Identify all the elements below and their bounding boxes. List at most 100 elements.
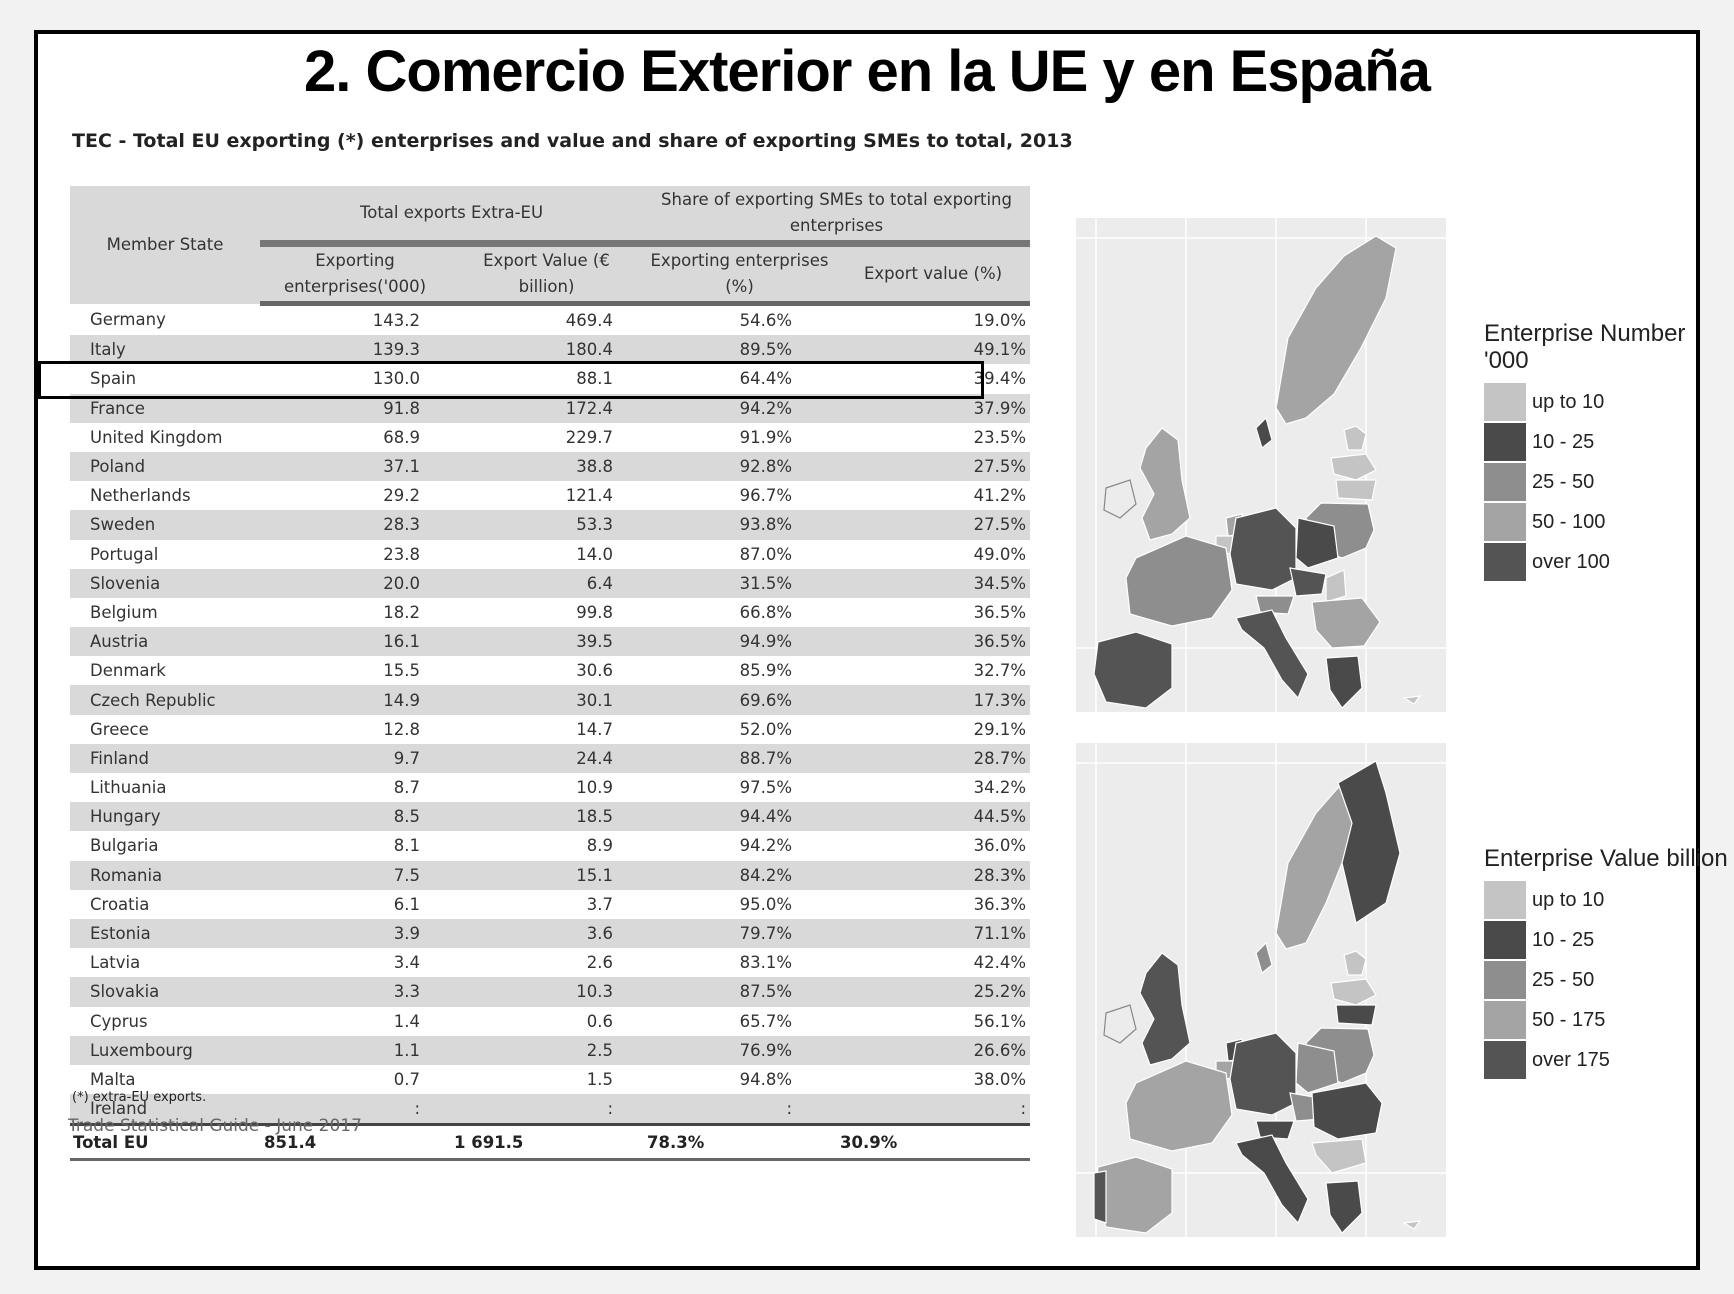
cell-exporting-enterprises: 6.1 xyxy=(260,889,450,919)
cell-exporting-enterprises: 130.0 xyxy=(260,364,450,394)
table-row: Poland 37.1 38.8 92.8% 27.5% xyxy=(70,451,1031,482)
total-row: Total EU 851.4 1 691.5 78.3% 30.9% xyxy=(70,1123,1031,1162)
legend-item: up to 10 xyxy=(1484,880,1728,920)
cell-export-value: 1.5 xyxy=(450,1064,643,1095)
legend-label: up to 10 xyxy=(1532,390,1605,413)
cell-exporting-enterprises-pct: 79.7% xyxy=(643,918,836,949)
cell-exporting-enterprises-pct: 88.7% xyxy=(643,743,836,773)
cell-exporting-enterprises: 37.1 xyxy=(260,451,450,482)
cell-export-value: 3.7 xyxy=(450,889,643,919)
header-group-sme-share: Share of exporting SMEs to total exporti… xyxy=(643,186,1031,247)
cell-export-value: 2.6 xyxy=(450,948,643,978)
cell-exporting-enterprises: 3.3 xyxy=(260,977,450,1007)
cell-member-state: Romania xyxy=(70,860,260,890)
cell-exporting-enterprises: 16.1 xyxy=(260,627,450,657)
legend-enterprise-value: Enterprise Value billion up to 10 10 - 25… xyxy=(1484,845,1728,1080)
table-footnote: (*) extra-EU exports. xyxy=(72,1090,207,1105)
cell-export-value-pct: 28.3% xyxy=(836,860,1031,890)
header-exporting-enterprises: Exporting enterprises('000) xyxy=(260,243,450,306)
table-row: Czech Republic 14.9 30.1 69.6% 17.3% xyxy=(70,685,1031,715)
cell-exporting-enterprises: 7.5 xyxy=(260,860,450,890)
cell-exporting-enterprises: 12.8 xyxy=(260,714,450,744)
legend-item: 50 - 100 xyxy=(1484,502,1734,542)
cell-export-value-pct: 44.5% xyxy=(836,802,1031,832)
legend-swatch xyxy=(1484,503,1526,541)
cell-export-value: 0.6 xyxy=(450,1006,643,1036)
cell-export-value-pct: 27.5% xyxy=(836,451,1031,482)
cell-member-state: Hungary xyxy=(70,802,260,832)
cell-exporting-enterprises: 8.7 xyxy=(260,773,450,803)
cell-member-state: Latvia xyxy=(70,948,260,978)
cell-member-state: United Kingdom xyxy=(70,422,260,452)
cell-exporting-enterprises-pct: 66.8% xyxy=(643,597,836,628)
table-row: Finland 9.7 24.4 88.7% 28.7% xyxy=(70,743,1031,773)
cell-exporting-enterprises-pct: 95.0% xyxy=(643,889,836,919)
table-row: Hungary 8.5 18.5 94.4% 44.5% xyxy=(70,802,1031,832)
table-row: Luxembourg 1.1 2.5 76.9% 26.6% xyxy=(70,1035,1031,1065)
cell-export-value: 88.1 xyxy=(450,364,643,394)
legend-swatch xyxy=(1484,463,1526,501)
cell-export-value-pct: 17.3% xyxy=(836,685,1031,715)
cell-exporting-enterprises-pct: 97.5% xyxy=(643,773,836,803)
legend-label: 25 - 50 xyxy=(1532,968,1595,991)
table-row: Greece 12.8 14.7 52.0% 29.1% xyxy=(70,714,1031,744)
cell-export-value: 15.1 xyxy=(450,860,643,890)
cell-export-value: 8.9 xyxy=(450,831,643,861)
header-exporting-enterprises-pct: Exporting enterprises (%) xyxy=(643,243,836,306)
legend-swatch xyxy=(1484,961,1526,999)
cell-export-value-pct: : xyxy=(836,1094,1031,1125)
cell-exporting-enterprises-pct: 92.8% xyxy=(643,451,836,482)
cell-exporting-enterprises-pct: 91.9% xyxy=(643,422,836,452)
cell-export-value-pct: 41.2% xyxy=(836,481,1031,511)
cell-export-value-pct: 19.0% xyxy=(836,303,1031,336)
cell-export-value-pct: 36.0% xyxy=(836,831,1031,861)
table-row: Slovakia 3.3 10.3 87.5% 25.2% xyxy=(70,977,1031,1007)
exports-table: Member State Total exports Extra-EU Shar… xyxy=(70,186,1031,1162)
cell-member-state: France xyxy=(70,393,260,423)
cell-exporting-enterprises: 23.8 xyxy=(260,539,450,569)
table-row: Netherlands 29.2 121.4 96.7% 41.2% xyxy=(70,481,1031,511)
cell-export-value: 121.4 xyxy=(450,481,643,511)
legend-label: over 175 xyxy=(1532,1048,1610,1071)
cell-exporting-enterprises-pct: 89.5% xyxy=(643,335,836,365)
table-row: Slovenia 20.0 6.4 31.5% 34.5% xyxy=(70,568,1031,598)
total-export-value: 1 691.5 xyxy=(450,1123,643,1162)
cell-exporting-enterprises: 68.9 xyxy=(260,422,450,452)
cell-member-state: Greece xyxy=(70,714,260,744)
cell-export-value-pct: 36.5% xyxy=(836,627,1031,657)
cell-member-state: Belgium xyxy=(70,597,260,628)
cell-exporting-enterprises: 8.5 xyxy=(260,802,450,832)
cell-exporting-enterprises-pct: 87.5% xyxy=(643,977,836,1007)
cell-export-value: 39.5 xyxy=(450,627,643,657)
cell-export-value: 3.6 xyxy=(450,918,643,949)
legend-swatch xyxy=(1484,383,1526,421)
cell-member-state: Slovenia xyxy=(70,568,260,598)
cell-export-value-pct: 34.5% xyxy=(836,568,1031,598)
table-row: Croatia 6.1 3.7 95.0% 36.3% xyxy=(70,889,1031,919)
cell-exporting-enterprises: 3.4 xyxy=(260,948,450,978)
cell-export-value: 38.8 xyxy=(450,451,643,482)
cell-exporting-enterprises-pct: 69.6% xyxy=(643,685,836,715)
cell-exporting-enterprises-pct: 94.2% xyxy=(643,831,836,861)
cell-export-value: : xyxy=(450,1094,643,1125)
table-row: Denmark 15.5 30.6 85.9% 32.7% xyxy=(70,656,1031,686)
table-row: Portugal 23.8 14.0 87.0% 49.0% xyxy=(70,539,1031,569)
total-label: Total EU xyxy=(70,1123,260,1162)
cell-exporting-enterprises-pct: 54.6% xyxy=(643,303,836,336)
table-row: Italy 139.3 180.4 89.5% 49.1% xyxy=(70,335,1031,365)
cell-export-value-pct: 29.1% xyxy=(836,714,1031,744)
cell-export-value-pct: 42.4% xyxy=(836,948,1031,978)
cell-export-value: 469.4 xyxy=(450,303,643,336)
cell-exporting-enterprises-pct: 64.4% xyxy=(643,364,836,394)
cell-export-value: 53.3 xyxy=(450,510,643,540)
legend-label: up to 10 xyxy=(1532,888,1605,911)
cell-export-value: 10.3 xyxy=(450,977,643,1007)
source-note: Trade Statistical Guide - June 2017 xyxy=(68,1116,362,1136)
cell-export-value-pct: 28.7% xyxy=(836,743,1031,773)
cell-exporting-enterprises: 15.5 xyxy=(260,656,450,686)
cell-export-value: 30.6 xyxy=(450,656,643,686)
cell-exporting-enterprises-pct: 94.8% xyxy=(643,1064,836,1095)
legend-swatch xyxy=(1484,543,1526,581)
cell-member-state: Spain xyxy=(70,364,260,394)
cell-exporting-enterprises: 1.4 xyxy=(260,1006,450,1036)
